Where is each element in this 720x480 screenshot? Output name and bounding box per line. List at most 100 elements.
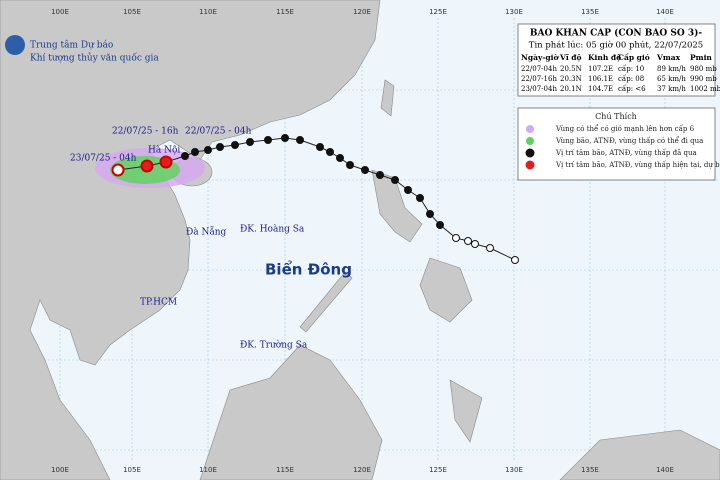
lon-label-top: 120E [353, 8, 371, 16]
lon-label-bottom: 100E [51, 466, 69, 474]
past-position [376, 171, 384, 179]
table-header: Vmax [656, 53, 681, 62]
past-position [326, 148, 334, 156]
time-label: 22/07/25 - 16h [112, 127, 179, 137]
table-cell: 20.5N [560, 65, 582, 73]
agency-logo [5, 35, 25, 55]
past-position [486, 244, 494, 252]
table-cell: 22/07-04h [521, 65, 557, 73]
table-cell: cấp: <6 [618, 84, 646, 93]
table-cell: cấp: 10 [618, 64, 644, 73]
lon-label-bottom: 120E [353, 466, 371, 474]
table-cell: 22/07-16h [521, 75, 557, 83]
table-cell: 106.1E [588, 75, 613, 83]
city-label: TP.HCM [140, 298, 177, 308]
info-panel: BAO KHAN CAP (CON BAO SO 3)- Tin phát lú… [517, 23, 720, 181]
past-position [296, 136, 304, 144]
table-cell: 1002 mb [690, 85, 720, 93]
table-cell: 89 km/h [657, 65, 686, 73]
lon-label-top: 115E [276, 8, 294, 16]
lon-label-top: 100E [51, 8, 69, 16]
sea-label: Biển Đông [265, 260, 352, 279]
map-labels: 22/07/25 - 16h 22/07/25 - 04h 23/07/25 -… [70, 127, 352, 351]
past-position [436, 221, 444, 229]
past-position [361, 166, 369, 174]
bulletin-title: BAO KHAN CAP (CON BAO SO 3)- [530, 28, 702, 39]
lon-label-bottom: 115E [276, 466, 294, 474]
past-position [191, 148, 199, 156]
table-cell: 980 mb [690, 65, 717, 73]
lon-label-top: 110E [199, 8, 217, 16]
lon-label-bottom: 125E [429, 466, 447, 474]
legend-box [517, 107, 716, 181]
past-position [281, 134, 289, 142]
lon-label-bottom: 135E [581, 466, 599, 474]
lon-label-top: 140E [656, 8, 674, 16]
lon-label-bottom: 130E [505, 466, 523, 474]
city-label: Hà Nội [148, 145, 180, 156]
lon-label-top: 105E [123, 8, 141, 16]
past-position [246, 138, 254, 146]
table-header: Cấp gió [618, 53, 650, 62]
legend-item: Vùng bão, ATNĐ, vùng thấp có thể đi qua [555, 136, 703, 145]
agency-name: Trung tâm Dự báo [30, 40, 113, 51]
time-label: 22/07/25 - 04h [185, 127, 252, 137]
lon-label-top: 125E [429, 8, 447, 16]
past-position [346, 161, 354, 169]
past-position [452, 234, 460, 242]
agency-subtitle: Khí tượng thủy văn quốc gia [30, 53, 159, 64]
lon-label-top: 135E [581, 8, 599, 16]
bulletin-issued: Tin phát lúc: 05 giờ 00 phút, 22/07/2025 [529, 40, 703, 51]
table-cell: 37 km/h [657, 85, 686, 93]
legend-swatch [525, 148, 535, 158]
past-position [391, 176, 399, 184]
past-position [204, 146, 212, 154]
lon-label-bottom: 140E [656, 466, 674, 474]
table-header: Vĩ độ [559, 53, 582, 62]
past-position [316, 143, 324, 151]
legend-title: Chú Thích [595, 112, 637, 121]
time-label: 23/07/25 - 04h [70, 154, 137, 164]
past-position [231, 141, 239, 149]
bulletin-box [517, 23, 716, 97]
table-header: Kinh độ [588, 53, 621, 62]
past-position [416, 194, 424, 202]
past-position [181, 152, 189, 160]
table-cell: 104.7E [588, 85, 613, 93]
storm-track [111, 134, 519, 264]
legend-swatch [525, 160, 535, 170]
past-position [336, 154, 344, 162]
past-position [264, 136, 272, 144]
table-cell: 990 mb [690, 75, 717, 83]
forecast-position [111, 163, 125, 177]
table-header: Ngày-giờ [521, 53, 560, 62]
past-position [216, 143, 224, 151]
track-line [117, 137, 516, 261]
lon-label-bottom: 105E [123, 466, 141, 474]
table-cell: 20.3N [560, 75, 582, 83]
legend-item: Vị trí tâm bão, ATNĐ, vùng thấp đã qua [555, 148, 697, 157]
legend-item: Vùng có thể có gió mạnh lên hơn cấp 6 [555, 124, 695, 133]
past-position [404, 186, 412, 194]
lon-label-top: 130E [505, 8, 523, 16]
forecast-position [159, 155, 173, 169]
table-cell: 107.2E [588, 65, 613, 73]
city-label: Đà Nẵng [186, 226, 227, 238]
table-cell: 23/07-04h [521, 85, 557, 93]
past-position [426, 210, 434, 218]
legend-swatch [526, 125, 534, 133]
past-position [464, 237, 472, 245]
forecast-position [140, 159, 154, 173]
table-cell: 20.1N [560, 85, 582, 93]
past-position [511, 256, 519, 264]
past-position [471, 240, 479, 248]
island-label: ĐK. Hoàng Sa [240, 224, 305, 235]
legend-swatch [526, 137, 534, 145]
legend-item: Vị trí tâm bão, ATNĐ, vùng thấp hiện tại… [555, 160, 720, 169]
table-cell: cấp: 08 [618, 74, 644, 83]
table-cell: 65 km/h [657, 75, 686, 83]
lon-label-bottom: 110E [199, 466, 217, 474]
table-header: Pmin [690, 53, 712, 62]
